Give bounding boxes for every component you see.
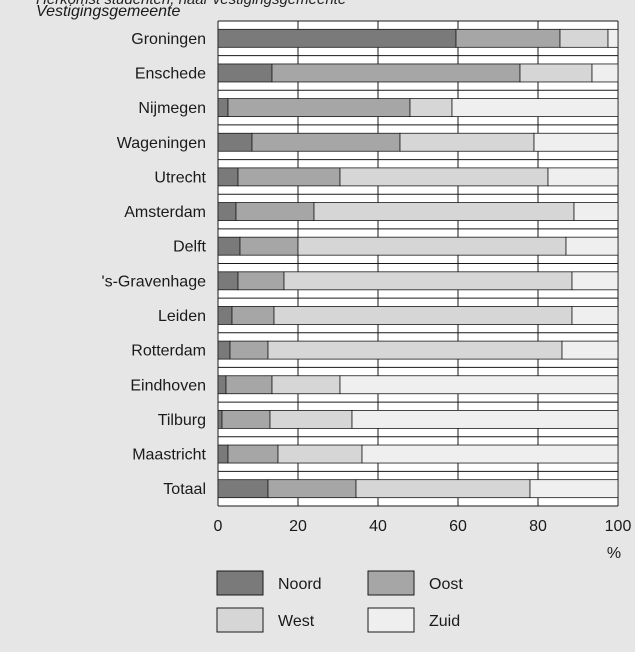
bar-segment-west bbox=[409, 98, 453, 118]
x-tick-label: 80 bbox=[529, 518, 547, 535]
x-tick-label: 100 bbox=[605, 518, 632, 535]
bar-segment-zuid bbox=[565, 236, 619, 256]
category-label: Nijmegen bbox=[138, 100, 206, 117]
bar-segment-west bbox=[297, 236, 567, 256]
legend-label-zuid: Zuid bbox=[429, 613, 460, 630]
bar-segment-noord bbox=[217, 375, 227, 395]
bar-segment-oost bbox=[237, 167, 341, 187]
bar-segment-zuid bbox=[533, 132, 619, 152]
category-label: Enschede bbox=[135, 65, 206, 82]
x-unit-label: % bbox=[607, 545, 621, 562]
bar-segment-oost bbox=[455, 28, 561, 48]
category-axis-label: Vestigingsgemeente bbox=[36, 3, 180, 20]
bar-segment-oost bbox=[229, 340, 269, 360]
bar-segment-zuid bbox=[561, 340, 619, 360]
bar-segment-oost bbox=[267, 479, 357, 499]
bar-segment-zuid bbox=[571, 271, 619, 291]
bar-segment-zuid bbox=[571, 306, 619, 325]
bar-segment-zuid bbox=[591, 63, 619, 83]
x-tick-label: 60 bbox=[449, 518, 467, 535]
bar-segment-noord bbox=[217, 202, 237, 221]
legend-swatch-west bbox=[216, 607, 264, 633]
bar-segment-oost bbox=[221, 409, 271, 429]
bar-segment-west bbox=[273, 306, 573, 325]
legend-swatch-noord bbox=[216, 570, 264, 596]
legend-label-oost: Oost bbox=[429, 576, 463, 593]
category-label: Tilburg bbox=[158, 412, 206, 429]
bar-segment-noord bbox=[217, 340, 231, 360]
bar-segment-zuid bbox=[607, 28, 619, 48]
bar-segment-noord bbox=[217, 444, 229, 464]
category-label: Wageningen bbox=[117, 135, 206, 152]
bar-segment-west bbox=[267, 340, 563, 360]
bar-segment-noord bbox=[217, 271, 239, 291]
category-label: 's-Gravenhage bbox=[102, 273, 207, 290]
bar-segment-west bbox=[313, 202, 575, 221]
bar-segment-west bbox=[339, 167, 549, 187]
x-tick-label: 0 bbox=[214, 518, 223, 535]
bar-segment-oost bbox=[231, 306, 275, 325]
bar-segment-zuid bbox=[573, 202, 619, 221]
bar-segment-oost bbox=[227, 444, 279, 464]
bar-segment-zuid bbox=[361, 444, 619, 464]
bar-segment-zuid bbox=[529, 479, 619, 499]
bar-segment-noord bbox=[217, 479, 269, 499]
legend-label-noord: Noord bbox=[278, 576, 322, 593]
bar-segment-noord bbox=[217, 236, 241, 256]
bar-segment-noord bbox=[217, 98, 229, 118]
bar-segment-oost bbox=[237, 271, 285, 291]
category-label: Leiden bbox=[158, 308, 206, 325]
bar-segment-noord bbox=[217, 28, 457, 48]
category-label: Eindhoven bbox=[130, 377, 206, 394]
bar-segment-noord bbox=[217, 132, 253, 152]
x-tick-label: 40 bbox=[369, 518, 387, 535]
legend-label-west: West bbox=[278, 613, 315, 630]
bar-segment-noord bbox=[217, 167, 239, 187]
bar-segment-oost bbox=[251, 132, 401, 152]
bar-segment-west bbox=[559, 28, 609, 48]
legend-swatch-oost bbox=[367, 570, 415, 596]
bar-segment-west bbox=[269, 409, 353, 429]
bar-segment-west bbox=[519, 63, 593, 83]
bar-segment-zuid bbox=[451, 98, 619, 118]
clipped-header-text: Herkomst studenten, naar vestigingsgemee… bbox=[36, 0, 346, 8]
bar-segment-oost bbox=[271, 63, 521, 83]
bar-segment-oost bbox=[227, 98, 411, 118]
bar-segment-noord bbox=[217, 306, 233, 325]
bar-segment-zuid bbox=[339, 375, 619, 395]
bar-segment-west bbox=[283, 271, 573, 291]
bar-segment-west bbox=[271, 375, 341, 395]
bar-segment-oost bbox=[225, 375, 273, 395]
bar-segment-west bbox=[399, 132, 535, 152]
category-label: Amsterdam bbox=[124, 204, 206, 221]
bar-segment-oost bbox=[239, 236, 299, 256]
bar-segment-oost bbox=[235, 202, 315, 221]
category-label: Rotterdam bbox=[131, 343, 206, 360]
legend-swatch-zuid bbox=[367, 607, 415, 633]
category-label: Totaal bbox=[163, 481, 206, 498]
bar-segment-west bbox=[277, 444, 363, 464]
category-label: Delft bbox=[173, 239, 206, 256]
category-label: Groningen bbox=[131, 31, 206, 48]
category-label: Utrecht bbox=[154, 169, 206, 186]
bar-segment-zuid bbox=[547, 167, 619, 187]
bar-segment-noord bbox=[217, 409, 223, 429]
bar-segment-noord bbox=[217, 63, 273, 83]
x-tick-label: 20 bbox=[289, 518, 307, 535]
category-label: Maastricht bbox=[132, 447, 206, 464]
bar-segment-zuid bbox=[351, 409, 619, 429]
bar-segment-west bbox=[355, 479, 531, 499]
